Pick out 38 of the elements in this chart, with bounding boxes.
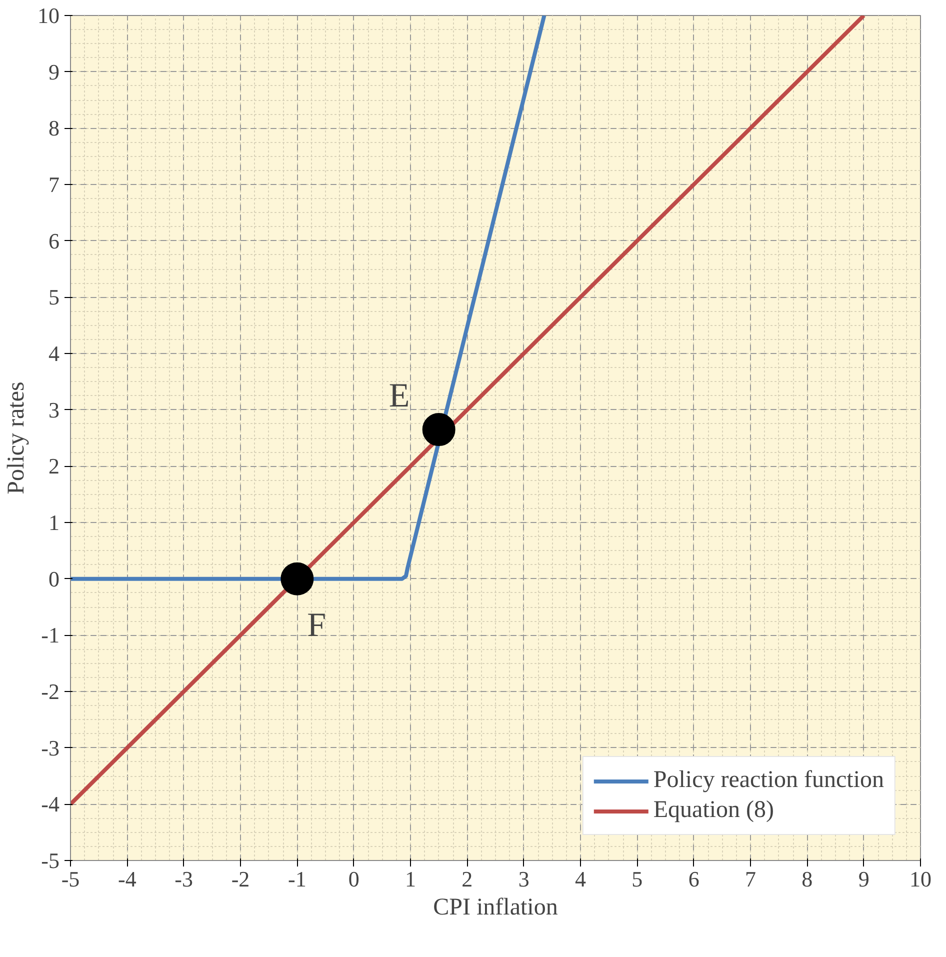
y-tick-label: 1 <box>48 510 60 535</box>
x-tick-label: 10 <box>910 866 932 892</box>
legend-label: Policy reaction function <box>653 767 884 794</box>
y-tick-label: 4 <box>48 341 60 366</box>
y-tick-label: -3 <box>41 735 60 760</box>
y-tick-label: -1 <box>41 622 60 648</box>
x-tick-label: 2 <box>462 866 473 892</box>
x-tick-label: -3 <box>174 866 193 892</box>
x-tick-label: -4 <box>118 866 136 892</box>
x-tick-label: -1 <box>288 866 306 892</box>
legend-label: Equation (8) <box>653 797 774 824</box>
x-tick-label: 4 <box>575 866 586 892</box>
y-tick-label: 7 <box>48 172 60 197</box>
x-tick-label: 7 <box>745 866 756 892</box>
y-tick-label: -2 <box>41 679 60 704</box>
x-tick-label: 9 <box>858 866 870 892</box>
annotation: E <box>388 378 410 415</box>
x-tick-label: -2 <box>231 866 250 892</box>
y-tick-label: 6 <box>48 228 60 254</box>
y-tick-label: 10 <box>38 3 60 28</box>
y-axis-title: Policy rates <box>4 382 30 494</box>
x-tick-label: 5 <box>632 866 643 892</box>
annotation: F <box>307 606 326 644</box>
y-tick-label: 3 <box>48 397 60 422</box>
y-tick-label: 0 <box>48 566 60 592</box>
y-tick-label: 5 <box>48 284 60 310</box>
x-axis-title: CPI inflation <box>433 894 558 920</box>
y-tick-label: 8 <box>48 116 60 141</box>
x-tick-label: 6 <box>688 866 700 892</box>
x-tick-label: 8 <box>802 866 813 892</box>
x-tick-label: 0 <box>348 866 360 892</box>
y-tick-label: 9 <box>48 59 60 84</box>
y-tick-label: -4 <box>41 792 60 817</box>
x-tick-label: 3 <box>518 866 530 892</box>
x-tick-label: 1 <box>405 866 416 892</box>
y-tick-label: -5 <box>41 848 60 873</box>
y-tick-label: 2 <box>48 454 60 479</box>
line-series <box>70 16 546 581</box>
